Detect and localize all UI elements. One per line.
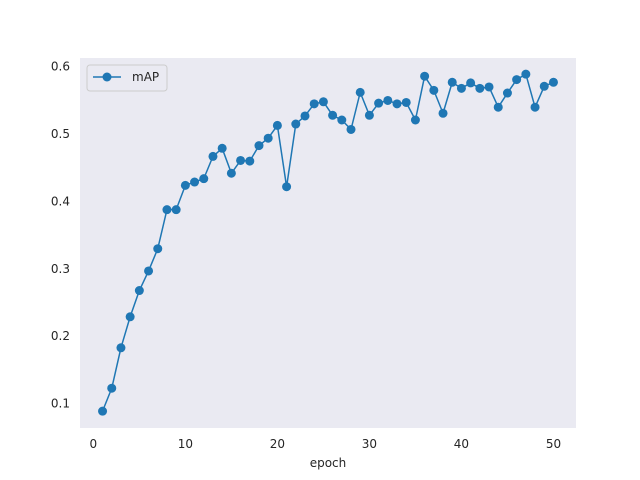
data-point bbox=[429, 85, 439, 95]
data-point bbox=[466, 78, 476, 88]
data-point bbox=[282, 182, 292, 192]
data-point bbox=[521, 69, 531, 79]
data-point bbox=[272, 120, 282, 130]
x-axis-label: epoch bbox=[310, 456, 347, 470]
legend-marker bbox=[102, 72, 112, 82]
data-point bbox=[493, 102, 503, 112]
y-tick-label: 0.6 bbox=[51, 60, 70, 74]
data-point bbox=[512, 75, 522, 85]
data-point bbox=[530, 102, 540, 112]
x-tick-label: 30 bbox=[362, 437, 377, 451]
data-point bbox=[134, 286, 144, 296]
data-point bbox=[548, 77, 558, 87]
data-point bbox=[438, 108, 448, 118]
data-point bbox=[502, 88, 512, 98]
data-point bbox=[199, 174, 209, 184]
data-point bbox=[226, 168, 236, 178]
data-point bbox=[144, 266, 154, 276]
data-point bbox=[484, 82, 494, 92]
data-point bbox=[263, 133, 273, 143]
data-point bbox=[346, 124, 356, 134]
data-point bbox=[420, 71, 430, 81]
x-axis: 0 10 20 30 40 50 bbox=[90, 437, 562, 451]
y-tick-label: 0.1 bbox=[51, 397, 70, 411]
legend: mAP bbox=[86, 64, 168, 92]
data-point bbox=[291, 119, 301, 129]
data-point bbox=[539, 81, 549, 91]
data-point bbox=[392, 99, 402, 109]
data-point bbox=[318, 97, 328, 107]
data-point bbox=[107, 383, 117, 393]
data-point bbox=[153, 244, 163, 254]
data-point bbox=[236, 155, 246, 165]
y-tick-label: 0.3 bbox=[51, 262, 70, 276]
x-tick-label: 10 bbox=[178, 437, 193, 451]
data-point bbox=[410, 115, 420, 125]
plot-area bbox=[80, 58, 576, 428]
data-point bbox=[364, 110, 374, 120]
data-point bbox=[254, 141, 264, 151]
y-tick-label: 0.4 bbox=[51, 194, 70, 208]
data-point bbox=[190, 177, 200, 187]
x-tick-label: 50 bbox=[546, 437, 561, 451]
data-point bbox=[337, 115, 347, 125]
data-point bbox=[217, 143, 227, 153]
data-point bbox=[309, 99, 319, 109]
data-point bbox=[374, 98, 384, 108]
y-tick-label: 0.2 bbox=[51, 329, 70, 343]
data-point bbox=[245, 156, 255, 166]
data-point bbox=[171, 205, 181, 215]
data-point bbox=[456, 83, 466, 93]
y-axis: 0.1 0.2 0.3 0.4 0.5 0.6 bbox=[51, 60, 70, 411]
data-point bbox=[475, 83, 485, 93]
data-point bbox=[208, 151, 218, 161]
data-point bbox=[328, 110, 338, 120]
data-point bbox=[300, 111, 310, 121]
y-tick-label: 0.5 bbox=[51, 127, 70, 141]
x-tick-label: 40 bbox=[454, 437, 469, 451]
data-point bbox=[401, 97, 411, 107]
legend-box bbox=[86, 64, 168, 92]
data-point bbox=[98, 406, 108, 416]
data-point bbox=[125, 312, 135, 322]
data-point bbox=[180, 180, 190, 190]
data-point bbox=[116, 343, 126, 353]
series-layer bbox=[98, 69, 558, 416]
x-tick-label: 0 bbox=[90, 437, 98, 451]
legend-label: mAP bbox=[132, 70, 159, 84]
data-point bbox=[447, 77, 457, 87]
x-tick-label: 20 bbox=[270, 437, 285, 451]
data-point bbox=[355, 87, 365, 97]
data-point bbox=[383, 95, 393, 105]
data-point bbox=[162, 205, 172, 215]
